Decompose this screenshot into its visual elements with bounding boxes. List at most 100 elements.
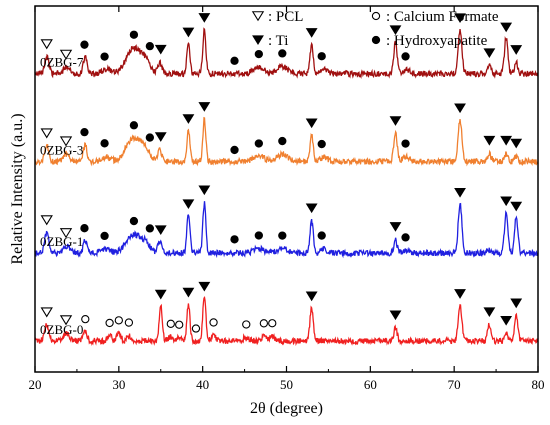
peak-marker-open-circle	[259, 319, 269, 328]
series-line-0zbg-3	[34, 116, 539, 167]
series-label-0zbg-0: 0ZBG-0	[40, 322, 83, 337]
peak-marker-open-triangle-down	[40, 128, 53, 139]
peak-marker-filled-circle	[145, 133, 155, 142]
peak-marker-open-circle	[81, 314, 90, 324]
peak-marker-filled-circle	[254, 139, 263, 148]
peak-marker-open-circle	[191, 324, 201, 333]
peak-marker-filled-triangle-down	[500, 196, 513, 207]
x-tick-label: 60	[364, 377, 377, 392]
legend-label: : PCL	[268, 9, 303, 25]
peak-marker-open-circle	[175, 320, 184, 329]
series-label-layer: 0ZBG-7 0ZBG-3 0ZBG-1 0ZBG-0	[40, 55, 84, 337]
peak-marker-open-triangle-down	[40, 307, 53, 318]
peak-marker-filled-circle	[317, 231, 326, 240]
x-tick-label: 30	[112, 377, 125, 392]
x-axis-label: 2θ (degree)	[250, 400, 323, 417]
peak-marker-filled-circle	[129, 30, 139, 39]
peak-marker-filled-triangle-down	[454, 289, 466, 299]
peak-marker-filled-triangle-down	[389, 222, 402, 232]
peak-marker-filled-circle	[254, 49, 263, 59]
peak-marker-open-circle	[105, 318, 114, 328]
peak-marker-filled-triangle-down	[500, 315, 513, 326]
peak-marker-filled-circle	[129, 121, 139, 130]
x-tick-label: 50	[280, 377, 293, 392]
peak-marker-open-triangle-down	[59, 315, 73, 326]
peak-marker-filled-triangle-down	[305, 291, 318, 302]
peak-marker-filled-circle	[278, 136, 287, 146]
peak-marker-filled-circle	[254, 231, 263, 240]
peak-marker-filled-circle	[80, 127, 89, 137]
x-tick-label: 70	[448, 377, 461, 392]
peak-marker-filled-triangle-down	[198, 13, 211, 23]
peak-marker-filled-triangle-down	[454, 187, 466, 198]
peak-marker-filled-circle	[317, 139, 326, 149]
peak-marker-filled-circle	[317, 52, 326, 61]
peak-marker-filled-triangle-down	[154, 289, 167, 300]
peak-marker-filled-circle	[230, 235, 239, 244]
peak-marker-filled-triangle-down	[510, 45, 523, 55]
series-label-0zbg-7: 0ZBG-7	[40, 55, 84, 70]
peak-marker-filled-circle	[230, 145, 239, 155]
peak-marker-filled-triangle-down	[454, 103, 466, 114]
peak-marker-filled-triangle-down	[483, 135, 496, 146]
x-axis: 20 30 40 50 60 70 80	[29, 6, 545, 392]
peak-marker-open-triangle-down	[40, 215, 53, 226]
peak-marker-open-circle	[242, 320, 251, 329]
peak-marker-filled-circle	[100, 231, 109, 241]
series-layer	[34, 27, 539, 347]
peak-marker-filled-circle	[401, 139, 410, 148]
series-line-0zbg-1	[34, 201, 539, 259]
peak-marker-filled-triangle-down	[510, 138, 523, 149]
peak-marker-filled-circle	[145, 224, 155, 233]
peak-marker-filled-circle	[401, 233, 410, 242]
legend-symbol-open-circle	[371, 11, 381, 21]
peak-marker-filled-circle	[129, 216, 139, 226]
marker-layer	[40, 13, 523, 333]
peak-marker-open-circle	[114, 316, 123, 325]
peak-marker-filled-triangle-down	[305, 28, 318, 38]
peak-marker-filled-triangle-down	[454, 13, 466, 24]
peak-marker-open-circle	[166, 319, 175, 328]
peak-marker-filled-circle	[278, 49, 287, 58]
peak-marker-filled-triangle-down	[182, 199, 195, 210]
peak-marker-open-circle	[268, 319, 277, 328]
peak-marker-filled-triangle-down	[510, 201, 523, 212]
peak-marker-filled-triangle-down	[154, 132, 167, 142]
peak-marker-open-circle	[209, 318, 218, 327]
series-label-0zbg-3: 0ZBG-3	[40, 143, 83, 158]
x-tick-label: 40	[196, 377, 209, 392]
peak-marker-filled-triangle-down	[305, 203, 318, 214]
y-axis-label: Relative Intensity (a.u.)	[9, 113, 26, 264]
peak-marker-filled-triangle-down	[198, 281, 211, 292]
peak-marker-open-triangle-down	[40, 39, 53, 50]
series-label-0zbg-1: 0ZBG-1	[40, 234, 83, 249]
legend-symbol-open-triangle-down	[251, 11, 265, 22]
peak-marker-filled-circle	[401, 52, 410, 61]
legend-label: : Calcium Formate	[386, 9, 499, 25]
peak-marker-filled-triangle-down	[182, 114, 195, 124]
legend-label: : Hydroxyapatite	[386, 33, 488, 49]
peak-marker-open-circle	[124, 318, 134, 327]
legend: : PCL : Calcium Formate : Ti : Hydroxyapati…	[251, 9, 499, 49]
peak-marker-filled-circle	[278, 231, 287, 240]
peak-marker-filled-triangle-down	[510, 298, 523, 309]
peak-marker-filled-triangle-down	[483, 307, 496, 318]
peak-marker-filled-triangle-down	[389, 310, 402, 321]
peak-marker-filled-circle	[80, 40, 89, 49]
peak-marker-open-triangle-down	[59, 136, 73, 147]
peak-marker-filled-circle	[145, 42, 155, 51]
peak-marker-open-triangle-down	[59, 49, 73, 60]
x-tick-label: 20	[29, 377, 42, 392]
series-line-0zbg-7	[34, 27, 539, 80]
peak-marker-filled-triangle-down	[198, 102, 211, 112]
peak-marker-filled-circle	[100, 139, 109, 148]
legend-symbol-filled-triangle-down	[252, 35, 264, 46]
peak-marker-filled-triangle-down	[198, 185, 211, 196]
legend-symbol-filled-circle	[371, 35, 381, 45]
x-tick-label: 80	[532, 377, 545, 392]
peak-marker-filled-triangle-down	[154, 225, 167, 236]
peak-marker-filled-triangle-down	[182, 287, 195, 298]
legend-label: : Ti	[268, 33, 288, 49]
series-line-0zbg-0	[34, 295, 539, 347]
